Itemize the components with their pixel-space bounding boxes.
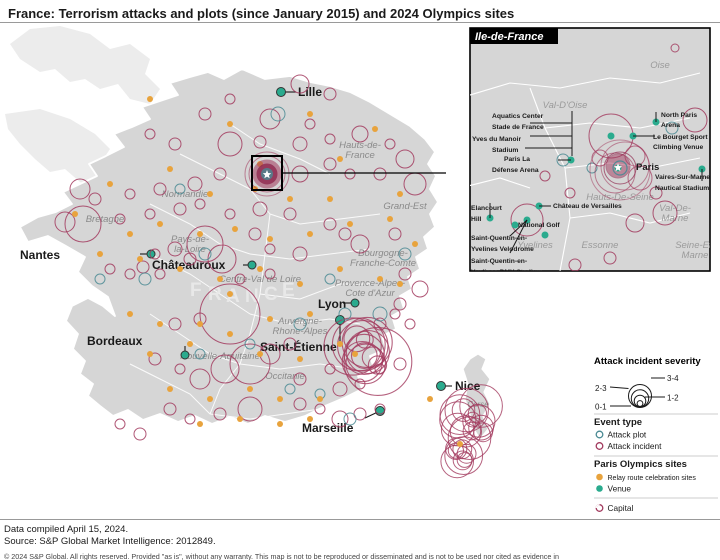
svg-text:Attack plot: Attack plot bbox=[608, 429, 647, 439]
svg-text:Lille: Lille bbox=[298, 85, 322, 99]
svg-text:Le Bourget Sport: Le Bourget Sport bbox=[653, 134, 708, 141]
svg-text:Val-D'Oise: Val-D'Oise bbox=[543, 100, 588, 111]
svg-text:Arena: Arena bbox=[661, 122, 680, 129]
svg-text:1-2: 1-2 bbox=[667, 393, 679, 402]
svg-text:Yves du Manoir: Yves du Manoir bbox=[472, 136, 521, 143]
svg-text:Climbing Venue: Climbing Venue bbox=[653, 144, 703, 151]
svg-text:Attack incident: Attack incident bbox=[608, 441, 663, 451]
svg-text:Paris: Paris bbox=[636, 162, 659, 173]
svg-text:Saint-Étienne: Saint-Étienne bbox=[260, 339, 337, 354]
svg-text:A: A bbox=[226, 286, 240, 307]
svg-text:Relay route celebration sites: Relay route celebration sites bbox=[608, 475, 697, 482]
svg-text:Attack incident severity: Attack incident severity bbox=[594, 356, 701, 367]
svg-text:3-4: 3-4 bbox=[667, 374, 679, 383]
svg-text:R: R bbox=[208, 284, 222, 305]
svg-text:Grand-Est: Grand-Est bbox=[383, 201, 427, 212]
svg-text:Paris La: Paris La bbox=[504, 156, 530, 163]
svg-text:Oise: Oise bbox=[650, 60, 670, 71]
svg-text:Event type: Event type bbox=[594, 417, 642, 428]
svg-text:2-3: 2-3 bbox=[595, 384, 607, 393]
svg-text:Elancourt: Elancourt bbox=[471, 205, 503, 212]
svg-text:Hauts-De-Seine: Hauts-De-Seine bbox=[586, 192, 654, 203]
svg-text:E: E bbox=[282, 280, 295, 301]
svg-text:Ile-de-France: Ile-de-France bbox=[475, 31, 543, 43]
svg-text:Hill: Hill bbox=[471, 216, 482, 223]
svg-text:Marne: Marne bbox=[662, 213, 689, 224]
svg-text:Capital: Capital bbox=[608, 503, 634, 513]
svg-text:Paris Olympics sites: Paris Olympics sites bbox=[594, 459, 687, 470]
svg-text:Bordeaux: Bordeaux bbox=[87, 334, 143, 348]
svg-text:Aquatics Center: Aquatics Center bbox=[492, 113, 544, 120]
svg-text:National Golf: National Golf bbox=[518, 222, 560, 229]
svg-text:Essonne: Essonne bbox=[582, 240, 619, 251]
svg-text:Saint-Quentin-en-: Saint-Quentin-en- bbox=[471, 258, 527, 265]
svg-text:0-1: 0-1 bbox=[595, 402, 607, 411]
svg-text:Yvelines Velodrome: Yvelines Velodrome bbox=[471, 246, 534, 253]
svg-text:Saint-Quentin-en-: Saint-Quentin-en- bbox=[471, 235, 527, 242]
svg-text:Château de Versailles: Château de Versailles bbox=[553, 203, 622, 210]
svg-text:F: F bbox=[190, 280, 202, 301]
svg-text:Stadium: Stadium bbox=[492, 147, 518, 154]
svg-text:Défense Arena: Défense Arena bbox=[492, 167, 539, 174]
svg-text:Nantes: Nantes bbox=[20, 248, 60, 262]
svg-text:Nautical Stadium: Nautical Stadium bbox=[655, 185, 709, 192]
svg-text:Venue: Venue bbox=[608, 483, 632, 493]
svg-text:Vaires-Sur-Marne: Vaires-Sur-Marne bbox=[655, 174, 710, 181]
svg-text:France: France bbox=[345, 150, 375, 161]
svg-text:Stade de France: Stade de France bbox=[492, 124, 544, 131]
svg-text:Yvelines BMX Stadium: Yvelines BMX Stadium bbox=[471, 269, 543, 276]
svg-text:North Paris: North Paris bbox=[661, 112, 697, 119]
svg-text:Rhone-Alpes: Rhone-Alpes bbox=[273, 326, 328, 337]
svg-text:Nouvelle-Aquitaine: Nouvelle-Aquitaine bbox=[180, 351, 260, 362]
svg-text:Cote d'Azur: Cote d'Azur bbox=[345, 288, 395, 299]
svg-text:Marne: Marne bbox=[682, 250, 709, 261]
svg-text:C: C bbox=[264, 284, 278, 305]
